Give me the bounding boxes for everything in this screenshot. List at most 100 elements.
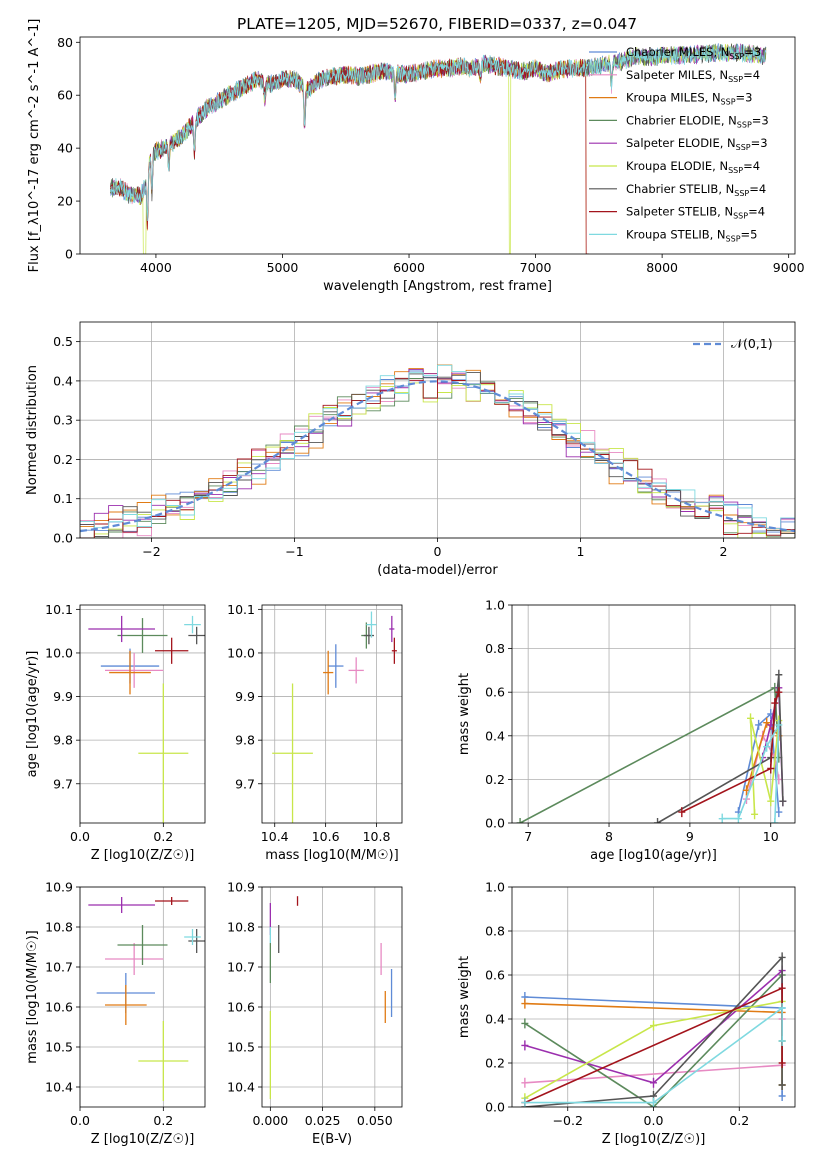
- plot-frame: [511, 886, 796, 1108]
- weight-marker-chabrier-miles: [755, 719, 763, 730]
- y-tick-label: 0.1: [53, 491, 73, 506]
- weight-marker-chabrier-stelib: [654, 818, 662, 823]
- y-axis-label: Normed distribution: [25, 365, 40, 495]
- y-tick-label: 0.0: [53, 531, 73, 546]
- y-tick-label: 20: [57, 194, 73, 209]
- x-tick-label: 0.0: [644, 1113, 664, 1128]
- y-tick-label: 60: [57, 88, 73, 103]
- y-tick-label: 0.0: [485, 1100, 505, 1115]
- age-vs-metallicity-panel: 0.0 0.2 9.7 9.8 9.9 10.0 10.1 Z [log10(Z/Z☉)] ag…: [25, 602, 206, 863]
- y-tick-label: 10.5: [45, 1040, 73, 1055]
- x-tick-label: 2: [720, 544, 728, 559]
- x-axis-label: mass [log10(M/M☉)]: [265, 848, 398, 863]
- weight-marker-chabrier-miles: [775, 807, 783, 818]
- legend-label-chabrier-miles: Chabrier MILES, NSSP=3: [626, 45, 761, 61]
- y-tick-label: 9.7: [53, 776, 73, 791]
- x-tick-label: 10.6: [312, 829, 340, 844]
- y-tick-label: 9.8: [53, 733, 73, 748]
- y-tick-label: 0.2: [485, 772, 505, 787]
- weight-marker-chabrier-stelib: [778, 1080, 786, 1090]
- x-axis-label: age [log10(age/yr)]: [590, 848, 717, 863]
- y-tick-label: 9.9: [53, 689, 73, 704]
- x-axis-label: Z [log10(Z/Z☉)]: [91, 1132, 195, 1147]
- x-tick-label: 10: [763, 829, 779, 844]
- y-tick-label: 10.9: [227, 880, 255, 895]
- y-axis-label: mass [log10(M/M☉)]: [25, 930, 40, 1063]
- x-tick-label: 0.2: [153, 1113, 173, 1128]
- x-tick-label: −0.2: [553, 1113, 583, 1128]
- legend-label-salpeter-elodie: Salpeter ELODIE, NSSP=3: [626, 136, 768, 152]
- y-tick-label: 0.4: [485, 728, 505, 743]
- weight-marker-kroupa-miles: [763, 717, 771, 728]
- spectrum-line-kroupa-stelib: [110, 44, 767, 222]
- x-tick-label: 0.025: [305, 1113, 341, 1128]
- x-tick-label: 0.000: [252, 1113, 288, 1128]
- y-tick-label: 9.8: [235, 733, 255, 748]
- y-tick-label: 10.6: [45, 1000, 73, 1015]
- weight-marker-kroupa-miles: [521, 998, 529, 1009]
- weight-marker-chabrier-stelib: [778, 952, 786, 963]
- x-tick-label: 0: [434, 544, 442, 559]
- weight-marker-kroupa-stelib: [775, 719, 783, 730]
- weight-line-kroupa-stelib: [524, 1006, 783, 1104]
- x-tick-label: 6000: [393, 260, 425, 275]
- x-tick-label: 9: [686, 829, 694, 844]
- plot-frame: [79, 36, 796, 255]
- weight-marker-salpeter-stelib: [775, 687, 783, 698]
- weight-marker-kroupa-stelib: [650, 1097, 657, 1107]
- x-tick-label: 0.2: [153, 829, 173, 844]
- x-tick-label: 4000: [140, 260, 172, 275]
- mass-vs-metallicity-panel: 0.0 0.2 10.4 10.5 10.6 10.7 10.8 10.9 Z [log10(Z…: [25, 880, 206, 1147]
- mass-vs-extinction-panel: 0.000 0.025 0.050 10.4 10.5 10.6 10.7 10.8 10.9 E…: [227, 880, 403, 1147]
- y-tick-label: 1.0: [485, 598, 505, 613]
- x-tick-label: 0.0: [70, 1113, 90, 1128]
- y-tick-label: 80: [57, 35, 73, 50]
- x-axis-label: wavelength [Angstrom, rest frame]: [323, 279, 552, 294]
- x-tick-label: 1: [577, 544, 585, 559]
- spectrum-panel: 4000 5000 6000 7000 8000 9000 0 20 40 60 80 wavelen…: [27, 19, 805, 294]
- y-tick-label: 10.4: [45, 1080, 73, 1095]
- x-tick-label: 7: [524, 829, 532, 844]
- weight-marker-salpeter-elodie: [521, 1040, 529, 1051]
- y-tick-label: 9.7: [235, 776, 255, 791]
- x-axis-label: Z [log10(Z/Z☉)]: [602, 1132, 706, 1147]
- x-tick-label: 10.4: [261, 829, 289, 844]
- legend-label-kroupa-elodie: Kroupa ELODIE, NSSP=4: [626, 159, 760, 175]
- age-vs-mass-panel: 10.4 10.6 10.8 9.7 9.8 9.9 10.0 10.1 mass [log10…: [227, 602, 403, 863]
- x-tick-label: 8000: [646, 260, 678, 275]
- y-tick-label: 10.9: [45, 880, 73, 895]
- x-tick-label: 9000: [773, 260, 805, 275]
- legend-label-normal: 𝒩(0,1): [731, 336, 773, 351]
- y-tick-label: 10.5: [227, 1040, 255, 1055]
- weight-marker-kroupa-elodie: [747, 713, 755, 724]
- y-tick-label: 10.6: [227, 1000, 255, 1015]
- plot-frame: [511, 604, 796, 824]
- y-tick-label: 0.6: [485, 685, 505, 700]
- normal-reference-curve: [80, 380, 795, 533]
- weight-marker-kroupa-stelib: [718, 813, 726, 823]
- y-tick-label: 9.9: [235, 689, 255, 704]
- y-tick-label: 0.2: [53, 452, 73, 467]
- plot-frame: [261, 886, 403, 1108]
- weight-marker-kroupa-stelib: [763, 741, 771, 752]
- x-tick-label: 5000: [267, 260, 299, 275]
- y-tick-label: 0.4: [485, 1012, 505, 1027]
- weight-marker-salpeter-stelib: [771, 698, 779, 709]
- weight-marker-salpeter-miles: [521, 1077, 529, 1088]
- x-axis-label: Z [log10(Z/Z☉)]: [91, 848, 195, 863]
- legend-label-salpeter-stelib: Salpeter STELIB, NSSP=4: [626, 205, 765, 221]
- weight-marker-chabrier-stelib: [775, 669, 783, 680]
- y-tick-label: 40: [57, 141, 73, 156]
- x-tick-label: −2: [142, 544, 160, 559]
- spectrum-legend: Chabrier MILES, NSSP=3 Salpeter MILES, NS…: [589, 45, 769, 243]
- y-tick-label: 10.4: [227, 1080, 255, 1095]
- weight-line-kroupa-elodie: [749, 718, 780, 815]
- plot-frame: [79, 886, 206, 1108]
- y-tick-label: 10.0: [227, 645, 255, 660]
- y-tick-label: 1.0: [485, 880, 505, 895]
- histogram-step-kroupa-stelib: [80, 364, 795, 536]
- weight-marker-salpeter-stelib: [678, 807, 686, 818]
- x-tick-label: 0.2: [729, 1113, 749, 1128]
- y-tick-label: 10.7: [227, 960, 255, 975]
